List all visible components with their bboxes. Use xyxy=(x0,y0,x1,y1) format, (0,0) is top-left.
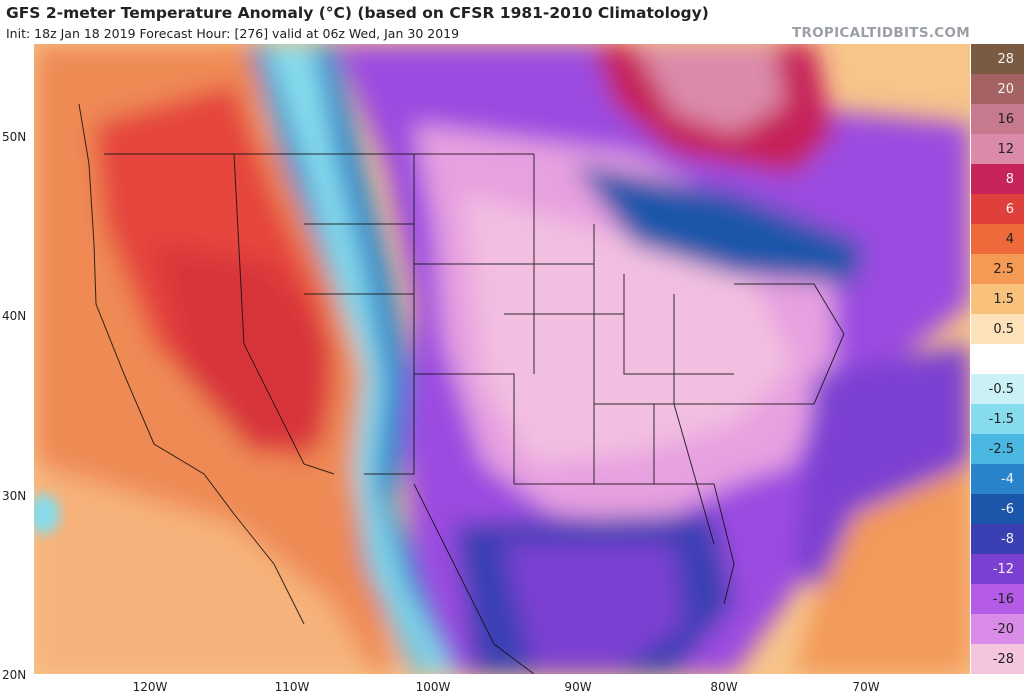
colorbar-level: 8 xyxy=(971,164,1024,194)
map-canvas xyxy=(34,44,970,674)
lon-label-70w: 70W xyxy=(852,680,880,694)
colorbar-level: -4 xyxy=(971,464,1024,494)
brand-watermark[interactable]: TROPICALTIDBITS.COM xyxy=(791,25,970,41)
colorbar-level: 12 xyxy=(971,134,1024,164)
chart-title: GFS 2-meter Temperature Anomaly (°C) (ba… xyxy=(6,4,709,22)
colorbar-legend: 28 20 16 12 8 6 4 2.5 1.5 0.5 -0.5 -1.5 -2.5 -4 -6 -8 -1… xyxy=(971,44,1024,674)
colorbar-level: -12 xyxy=(971,554,1024,584)
colorbar-level: 2.5 xyxy=(971,254,1024,284)
colorbar-level: -28 xyxy=(971,644,1024,674)
lat-label-20n: 20N xyxy=(2,668,27,682)
colorbar-level: -2.5 xyxy=(971,434,1024,464)
colorbar-level: 4 xyxy=(971,224,1024,254)
colorbar-level xyxy=(971,344,1024,374)
temperature-anomaly-map xyxy=(34,44,970,674)
colorbar-level: 1.5 xyxy=(971,284,1024,314)
colorbar-level: -20 xyxy=(971,614,1024,644)
colorbar-level: 0.5 xyxy=(971,314,1024,344)
colorbar-level: -0.5 xyxy=(971,374,1024,404)
colorbar-level: 16 xyxy=(971,104,1024,134)
boundary-lines xyxy=(78,103,845,674)
colorbar-level: -16 xyxy=(971,584,1024,614)
lon-label-80w: 80W xyxy=(710,680,738,694)
chart-subtitle: Init: 18z Jan 18 2019 Forecast Hour: [27… xyxy=(6,26,460,41)
colorbar-level: 20 xyxy=(971,74,1024,104)
colorbar-level: 28 xyxy=(971,44,1024,74)
colorbar-level: 6 xyxy=(971,194,1024,224)
colorbar-level: -6 xyxy=(971,494,1024,524)
lat-label-40n: 40N xyxy=(2,309,27,323)
lon-label-120w: 120W xyxy=(132,680,168,694)
lat-label-30n: 30N xyxy=(2,489,27,503)
lon-label-100w: 100W xyxy=(415,680,451,694)
lon-label-90w: 90W xyxy=(564,680,592,694)
lon-label-110w: 110W xyxy=(274,680,310,694)
colorbar-level: -1.5 xyxy=(971,404,1024,434)
lat-label-50n: 50N xyxy=(2,130,27,144)
colorbar-level: -8 xyxy=(971,524,1024,554)
